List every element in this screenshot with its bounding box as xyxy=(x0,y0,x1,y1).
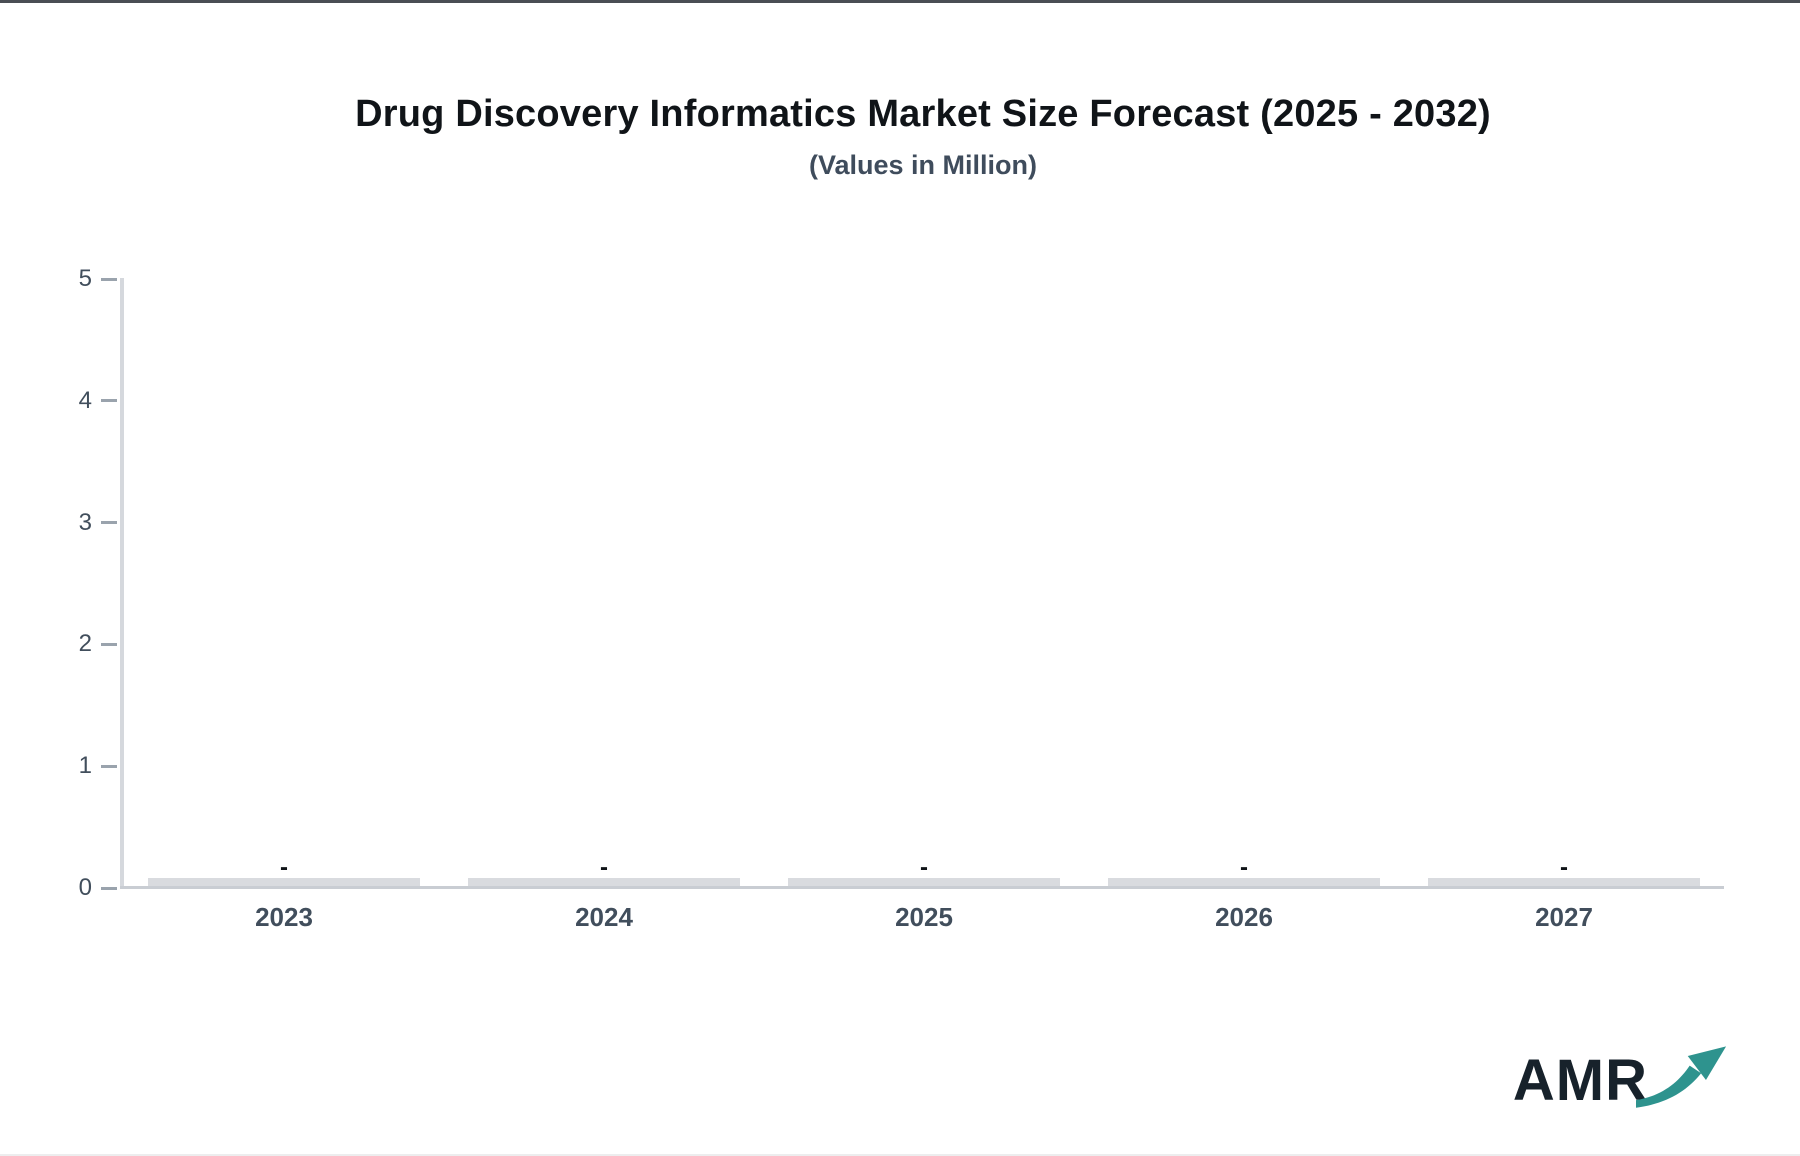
y-axis-line xyxy=(120,278,124,889)
bar-2024 xyxy=(468,878,740,886)
amr-logo-text: AMR xyxy=(1512,1048,1648,1113)
x-axis-label-2025: 2025 xyxy=(895,902,953,932)
y-tick-mark xyxy=(101,642,117,646)
y-tick-label: 4 xyxy=(78,386,92,414)
y-tick-mark xyxy=(101,521,117,525)
bar-2023 xyxy=(148,878,420,886)
bar-2026 xyxy=(1108,878,1380,886)
y-tick-label: 3 xyxy=(78,508,92,536)
y-tick-label: 0 xyxy=(78,874,92,901)
bar-2027 xyxy=(1428,878,1700,886)
x-axis-label-2027: 2027 xyxy=(1535,902,1593,932)
y-tick-mark xyxy=(101,277,117,281)
trend-up-arrow-icon xyxy=(1636,1046,1727,1108)
y-tick-label: 5 xyxy=(78,265,92,292)
bar-value-label: - xyxy=(280,854,288,881)
chart-subtitle: (Values in Million) xyxy=(808,149,1038,180)
window-bottom-edge xyxy=(0,1154,1800,1156)
bar-2025 xyxy=(788,878,1060,886)
bar-value-label: - xyxy=(920,854,928,881)
x-axis-label-2026: 2026 xyxy=(1215,902,1273,932)
x-axis-baseline xyxy=(120,886,1724,889)
x-axis-label-2024: 2024 xyxy=(575,902,633,932)
y-tick-label: 2 xyxy=(78,630,92,658)
amr-logo: AMR xyxy=(1513,1044,1728,1110)
bar-value-label: - xyxy=(600,854,608,881)
y-tick-mark xyxy=(101,886,117,890)
bar-value-label: - xyxy=(1240,854,1248,881)
chart-header: Drug Discovery Informatics Market Size F… xyxy=(40,92,1800,181)
chart-title: Drug Discovery Informatics Market Size F… xyxy=(355,93,1491,135)
y-tick-mark xyxy=(101,764,117,768)
y-tick-label: 1 xyxy=(78,752,92,780)
bar-value-label: - xyxy=(1560,854,1568,881)
x-axis-label-2023: 2023 xyxy=(255,902,313,932)
window-top-edge xyxy=(0,0,1800,3)
y-tick-mark xyxy=(101,399,117,403)
